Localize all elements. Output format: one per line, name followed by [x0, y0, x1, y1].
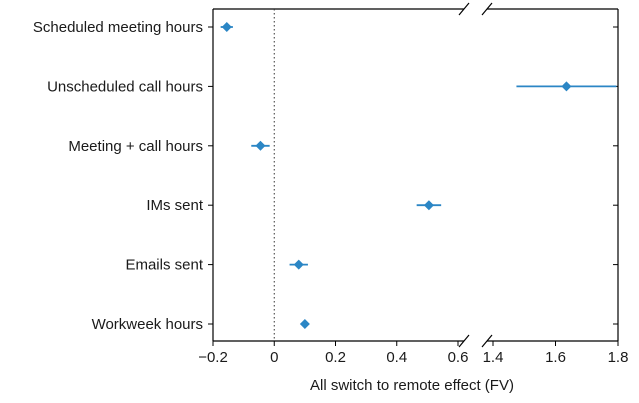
axes [208, 2, 619, 348]
x-tick-label: 0.6 [448, 349, 469, 366]
axis-break-mark [481, 2, 493, 16]
chart-marks [220, 22, 617, 329]
x-tick-label: 0.4 [386, 349, 407, 366]
x-tick-label: 1.6 [545, 349, 566, 366]
data-point-diamond [423, 200, 434, 211]
category-label: Meeting + call hours [68, 138, 203, 155]
x-tick-label: 1.8 [608, 349, 629, 366]
category-label: Workweek hours [92, 316, 203, 333]
data-point-diamond [299, 319, 310, 329]
category-label: Unscheduled call hours [47, 78, 203, 95]
chart-labels: −0.2 0 0.2 0.4 0.6 1.4 1.6 1.8 Scheduled meeting… [33, 19, 629, 366]
x-axis-title: All switch to remote effect (FV) [310, 377, 514, 394]
axis-break-mark [458, 2, 470, 16]
data-point-diamond [561, 81, 572, 92]
category-label: Emails sent [125, 257, 203, 274]
x-tick-label: 1.4 [483, 349, 504, 366]
data-point-diamond [293, 259, 304, 270]
data-point-diamond [255, 140, 266, 151]
x-tick-label: 0.2 [325, 349, 346, 366]
category-label: Scheduled meeting hours [33, 19, 203, 36]
x-tick-label: −0.2 [198, 349, 228, 366]
data-point-diamond [221, 22, 232, 32]
x-tick-label: 0 [270, 349, 278, 366]
axis-break-mark [458, 334, 470, 348]
category-label: IMs sent [146, 197, 204, 214]
axis-break-mark [481, 334, 493, 348]
